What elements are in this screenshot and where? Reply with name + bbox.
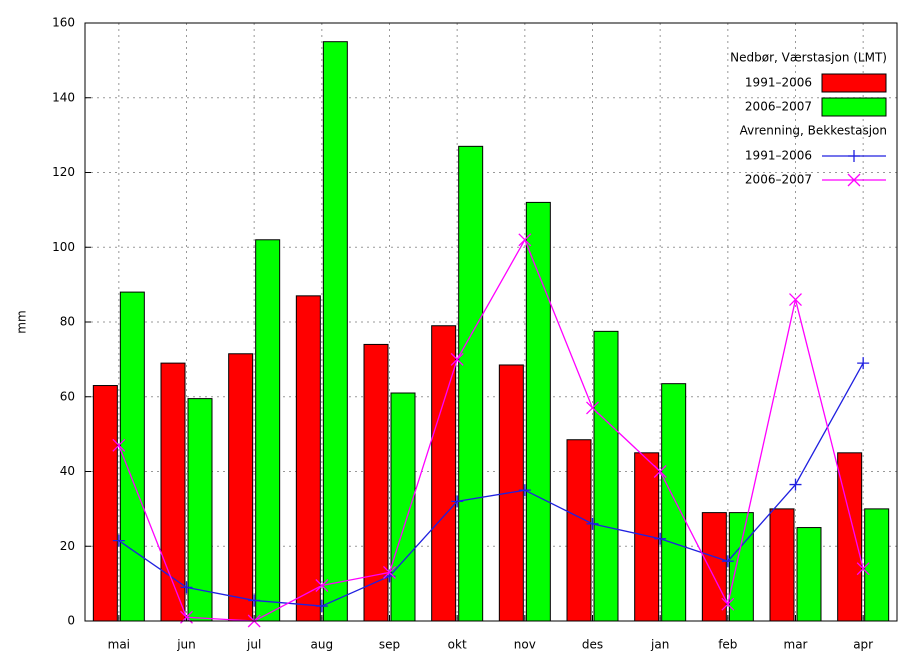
marker bbox=[315, 579, 329, 592]
x-tick-label: nov bbox=[514, 638, 536, 652]
x-tick-label: sep bbox=[379, 638, 400, 652]
legend-label: 1991–2006 bbox=[745, 76, 812, 90]
bar bbox=[661, 383, 687, 622]
marker bbox=[248, 594, 261, 607]
bar bbox=[390, 392, 416, 622]
y-tick-label: 120 bbox=[52, 165, 75, 179]
marker bbox=[383, 565, 396, 579]
marker bbox=[180, 581, 193, 594]
x-tick-label: jun bbox=[176, 638, 196, 652]
bar bbox=[431, 325, 457, 622]
y-axis-label: mm bbox=[15, 310, 29, 333]
marker bbox=[789, 293, 802, 307]
legend-marker bbox=[847, 173, 861, 187]
x-tick-label: des bbox=[582, 638, 603, 652]
bar bbox=[322, 41, 348, 622]
marker bbox=[518, 484, 531, 497]
bar bbox=[796, 527, 822, 622]
bar bbox=[363, 343, 389, 622]
x-tick-label: aug bbox=[311, 638, 334, 652]
y-tick-label: 140 bbox=[52, 90, 75, 104]
plot-frame bbox=[84, 22, 898, 622]
bar bbox=[864, 508, 890, 622]
marker bbox=[721, 555, 734, 568]
marker bbox=[518, 233, 532, 247]
line bbox=[118, 238, 864, 622]
bar bbox=[458, 145, 484, 622]
legend-marker bbox=[848, 150, 860, 162]
marker bbox=[315, 600, 328, 613]
marker bbox=[586, 517, 599, 530]
legend-label: 1991–2006 bbox=[745, 149, 812, 163]
y-tick-label: 40 bbox=[60, 464, 75, 478]
y-tick-label: 20 bbox=[60, 539, 75, 553]
bar bbox=[634, 452, 660, 622]
marker bbox=[112, 438, 126, 452]
marker bbox=[789, 478, 802, 491]
legend-group-title: Avrenning, Bekkestasjon bbox=[740, 124, 887, 138]
y-tick-label: 80 bbox=[60, 315, 75, 329]
legend-label: 2006–2007 bbox=[745, 100, 812, 114]
bar bbox=[255, 239, 281, 622]
legend-swatch bbox=[821, 73, 887, 93]
bar bbox=[837, 452, 863, 622]
x-tick-label: apr bbox=[853, 638, 873, 652]
bar bbox=[769, 508, 795, 622]
x-tick-label: jul bbox=[246, 638, 261, 652]
bar bbox=[295, 295, 321, 622]
y-tick-label: 60 bbox=[60, 389, 75, 403]
legend-group-title: Nedbør, Værstasjon (LMT) bbox=[730, 51, 887, 65]
marker bbox=[586, 401, 599, 415]
marker bbox=[450, 352, 464, 366]
x-tick-label: mai bbox=[108, 638, 130, 652]
bar bbox=[525, 201, 551, 622]
x-tick-label: okt bbox=[448, 638, 467, 652]
bar bbox=[701, 512, 727, 622]
x-tick-label: jan bbox=[650, 638, 669, 652]
bar bbox=[593, 330, 619, 622]
bar bbox=[92, 385, 118, 622]
marker bbox=[654, 532, 667, 545]
bar bbox=[566, 439, 592, 622]
line bbox=[118, 362, 864, 607]
marker bbox=[451, 495, 464, 508]
legend-label: 2006–2007 bbox=[745, 173, 812, 187]
marker bbox=[856, 562, 870, 576]
bar bbox=[728, 512, 754, 622]
marker bbox=[721, 597, 735, 611]
y-tick-label: 0 bbox=[67, 614, 75, 628]
x-tick-label: feb bbox=[718, 638, 737, 652]
marker bbox=[112, 534, 125, 547]
y-tick-label: 100 bbox=[52, 240, 75, 254]
y-tick-label: 160 bbox=[52, 16, 75, 30]
x-tick-label: mar bbox=[784, 638, 808, 652]
legend-swatch bbox=[821, 97, 887, 117]
bar bbox=[228, 353, 254, 622]
marker bbox=[653, 465, 667, 478]
marker bbox=[857, 357, 870, 370]
